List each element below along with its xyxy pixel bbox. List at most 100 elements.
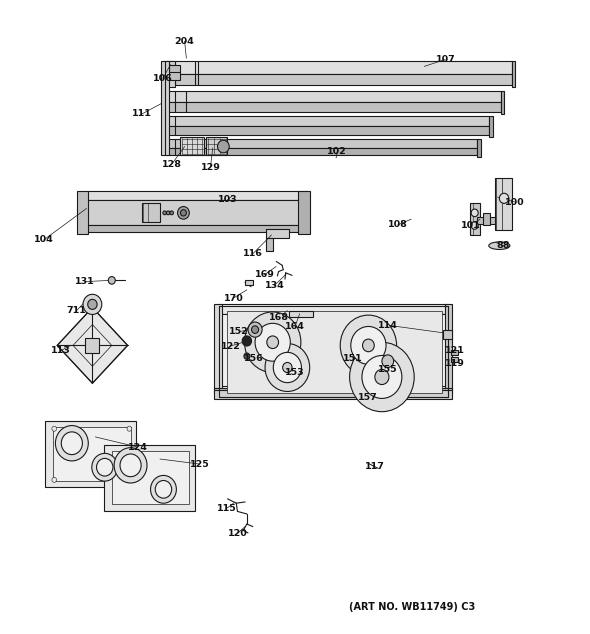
Circle shape bbox=[267, 336, 278, 349]
Polygon shape bbox=[78, 226, 300, 232]
Polygon shape bbox=[166, 116, 489, 126]
Circle shape bbox=[351, 327, 386, 365]
Circle shape bbox=[114, 448, 147, 483]
Polygon shape bbox=[104, 444, 195, 511]
Circle shape bbox=[471, 222, 478, 230]
Text: 157: 157 bbox=[358, 393, 378, 403]
Circle shape bbox=[52, 477, 57, 482]
Text: 88: 88 bbox=[497, 241, 510, 250]
Text: 151: 151 bbox=[343, 354, 362, 363]
Polygon shape bbox=[166, 139, 477, 148]
Polygon shape bbox=[443, 330, 453, 339]
Text: 108: 108 bbox=[388, 221, 408, 230]
Text: 128: 128 bbox=[162, 160, 182, 169]
Polygon shape bbox=[87, 191, 307, 200]
Text: 117: 117 bbox=[365, 462, 385, 471]
Text: 168: 168 bbox=[269, 313, 289, 321]
Polygon shape bbox=[494, 178, 512, 230]
Circle shape bbox=[340, 315, 396, 376]
Polygon shape bbox=[53, 427, 130, 481]
Circle shape bbox=[170, 211, 173, 215]
Text: 114: 114 bbox=[378, 321, 398, 330]
Polygon shape bbox=[451, 350, 458, 355]
Polygon shape bbox=[266, 229, 289, 238]
Text: 104: 104 bbox=[34, 235, 54, 245]
Circle shape bbox=[244, 312, 301, 373]
Polygon shape bbox=[166, 74, 512, 85]
Polygon shape bbox=[266, 238, 273, 250]
Polygon shape bbox=[57, 307, 127, 384]
Polygon shape bbox=[166, 102, 500, 112]
Text: 107: 107 bbox=[435, 55, 455, 64]
Polygon shape bbox=[214, 304, 222, 389]
Circle shape bbox=[265, 344, 310, 391]
Circle shape bbox=[255, 323, 290, 361]
Text: 155: 155 bbox=[378, 365, 398, 374]
Circle shape bbox=[83, 294, 102, 314]
Polygon shape bbox=[181, 137, 204, 155]
Polygon shape bbox=[214, 388, 453, 394]
Circle shape bbox=[88, 299, 97, 309]
Text: 152: 152 bbox=[230, 327, 249, 336]
Circle shape bbox=[244, 353, 250, 359]
Polygon shape bbox=[512, 61, 515, 87]
Circle shape bbox=[155, 481, 172, 498]
Text: 116: 116 bbox=[242, 249, 263, 259]
Polygon shape bbox=[219, 304, 448, 314]
Circle shape bbox=[362, 339, 374, 352]
Polygon shape bbox=[142, 204, 160, 223]
Circle shape bbox=[382, 355, 394, 368]
Text: 711: 711 bbox=[67, 306, 87, 315]
Polygon shape bbox=[45, 421, 136, 488]
Circle shape bbox=[273, 353, 301, 383]
Text: 164: 164 bbox=[285, 322, 305, 331]
Polygon shape bbox=[470, 204, 480, 235]
Circle shape bbox=[108, 276, 115, 284]
Circle shape bbox=[127, 426, 132, 431]
Circle shape bbox=[375, 370, 389, 385]
Polygon shape bbox=[298, 191, 310, 234]
Polygon shape bbox=[489, 116, 493, 137]
Circle shape bbox=[61, 432, 83, 455]
Polygon shape bbox=[166, 91, 500, 102]
Circle shape bbox=[242, 336, 251, 346]
Polygon shape bbox=[228, 311, 442, 392]
Polygon shape bbox=[289, 311, 313, 317]
Text: 156: 156 bbox=[244, 354, 264, 363]
Ellipse shape bbox=[282, 306, 296, 313]
Circle shape bbox=[92, 453, 117, 481]
Circle shape bbox=[248, 322, 262, 337]
Text: 169: 169 bbox=[254, 270, 274, 279]
Circle shape bbox=[97, 458, 113, 476]
Text: 122: 122 bbox=[221, 342, 240, 351]
Text: (ART NO. WB11749) C3: (ART NO. WB11749) C3 bbox=[349, 602, 476, 612]
Polygon shape bbox=[166, 148, 477, 155]
Circle shape bbox=[362, 356, 402, 398]
Circle shape bbox=[120, 454, 141, 477]
Circle shape bbox=[283, 363, 292, 373]
Text: 101: 101 bbox=[461, 221, 481, 230]
Circle shape bbox=[166, 211, 170, 215]
Circle shape bbox=[218, 140, 230, 153]
Circle shape bbox=[52, 426, 57, 431]
Polygon shape bbox=[77, 191, 88, 234]
Polygon shape bbox=[477, 217, 494, 224]
Polygon shape bbox=[112, 451, 189, 505]
Text: 170: 170 bbox=[224, 294, 243, 302]
Text: 115: 115 bbox=[217, 504, 237, 513]
Text: 119: 119 bbox=[445, 359, 466, 368]
Circle shape bbox=[127, 477, 132, 482]
Polygon shape bbox=[78, 200, 300, 226]
Text: 121: 121 bbox=[445, 346, 466, 355]
Text: 131: 131 bbox=[75, 277, 94, 286]
Circle shape bbox=[181, 210, 186, 216]
Ellipse shape bbox=[489, 242, 510, 249]
Text: 100: 100 bbox=[506, 198, 525, 207]
Polygon shape bbox=[500, 91, 504, 113]
Polygon shape bbox=[445, 304, 453, 389]
Polygon shape bbox=[86, 338, 100, 353]
Text: 124: 124 bbox=[127, 443, 148, 451]
Text: 120: 120 bbox=[228, 529, 247, 538]
Text: 111: 111 bbox=[132, 109, 152, 119]
Polygon shape bbox=[169, 65, 181, 81]
